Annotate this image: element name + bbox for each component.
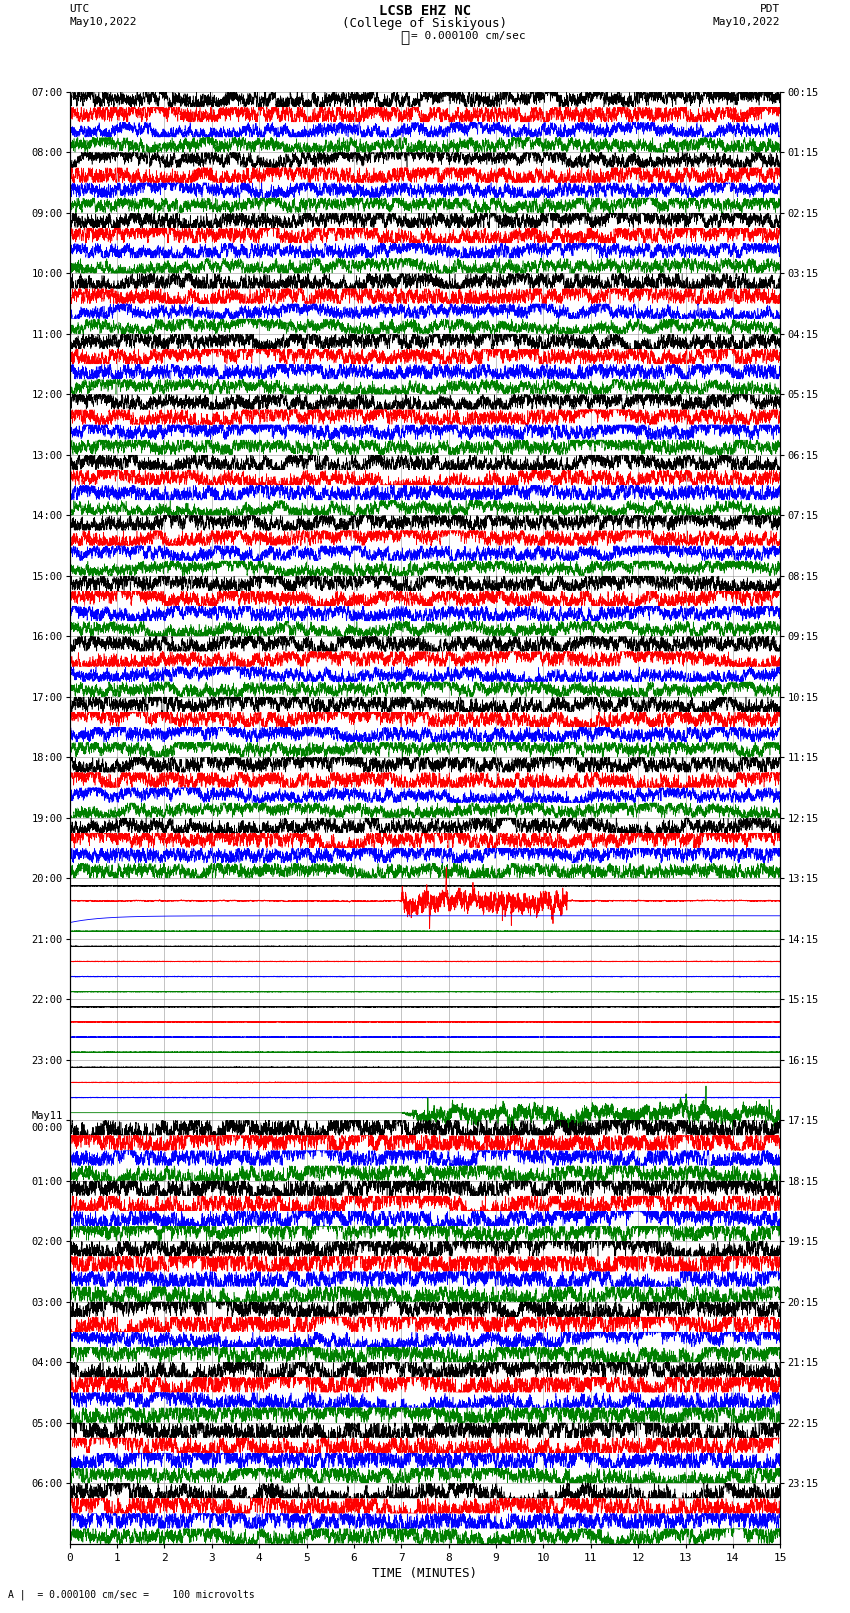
Text: = 0.000100 cm/sec: = 0.000100 cm/sec [411, 31, 525, 40]
Text: May10,2022: May10,2022 [70, 18, 137, 27]
Text: May10,2022: May10,2022 [713, 18, 780, 27]
Text: (College of Siskiyous): (College of Siskiyous) [343, 18, 507, 31]
Text: LCSB EHZ NC: LCSB EHZ NC [379, 5, 471, 18]
Text: A |  = 0.000100 cm/sec =    100 microvolts: A | = 0.000100 cm/sec = 100 microvolts [8, 1589, 255, 1600]
Text: UTC: UTC [70, 5, 90, 15]
X-axis label: TIME (MINUTES): TIME (MINUTES) [372, 1566, 478, 1579]
Text: PDT: PDT [760, 5, 780, 15]
Text: ⎸: ⎸ [400, 31, 409, 45]
